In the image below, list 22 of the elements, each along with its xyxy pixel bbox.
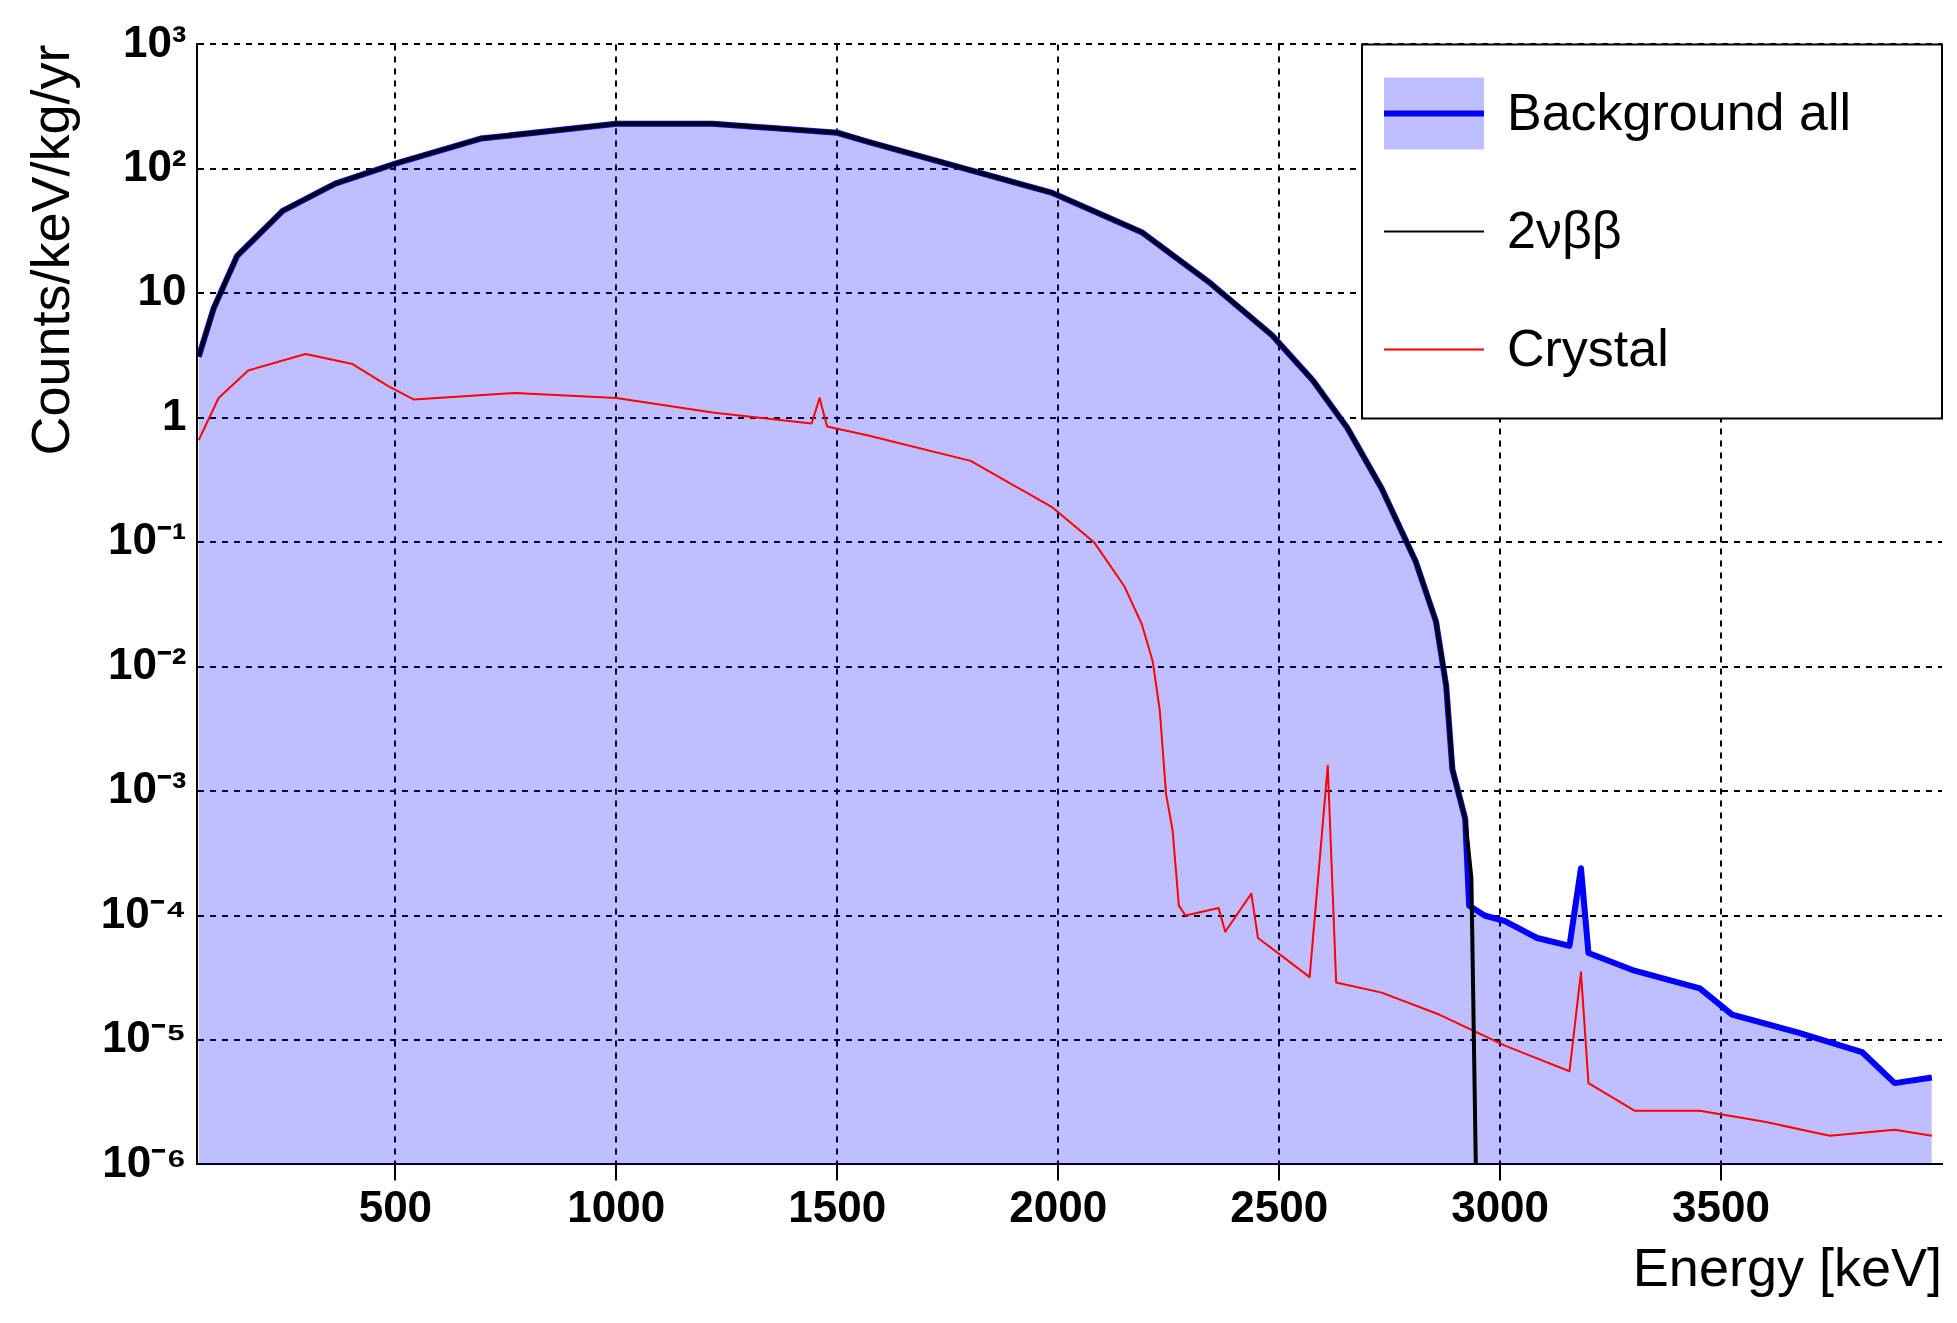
- y-axis-title: Counts/keV/kg/yr: [20, 44, 81, 456]
- y-tick-label: 10⁻⁴: [100, 887, 187, 937]
- x-tick-label: 3500: [1672, 1181, 1770, 1231]
- x-tick-label: 1000: [567, 1181, 666, 1231]
- x-tick-label: 1500: [788, 1181, 887, 1231]
- y-tick-label: 10⁻⁵: [101, 1012, 187, 1062]
- y-tick-label: 10³: [122, 16, 187, 66]
- x-tick-label: 500: [358, 1181, 433, 1231]
- y-tick-label: 1: [162, 389, 187, 439]
- y-tick-label: 10: [137, 265, 187, 315]
- legend-label: Crystal: [1507, 318, 1669, 377]
- y-tick-label: 10⁻³: [107, 763, 187, 813]
- y-tick-label: 10⁻¹: [107, 514, 187, 564]
- legend-label: Background all: [1507, 82, 1851, 141]
- y-tick-label: 10⁻⁶: [102, 1136, 187, 1186]
- x-axis-title: Energy [keV]: [1632, 1237, 1942, 1298]
- legend-label: 2νββ: [1507, 200, 1622, 259]
- y-tick-label: 10⁻²: [107, 638, 187, 688]
- x-tick-label: 3000: [1451, 1181, 1550, 1231]
- x-tick-label: 2500: [1230, 1181, 1329, 1231]
- y-tick-label: 10²: [122, 140, 187, 190]
- x-tick-label: 2000: [1009, 1181, 1108, 1231]
